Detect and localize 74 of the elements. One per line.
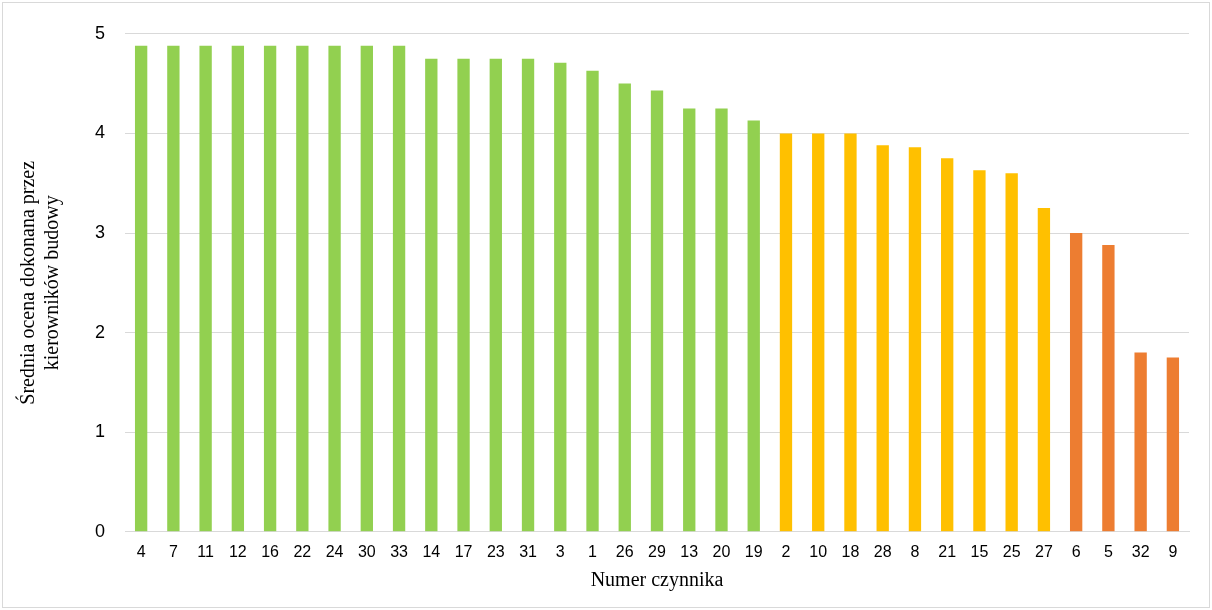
- bar: [876, 145, 889, 532]
- bar: [844, 133, 857, 532]
- bar: [425, 58, 438, 532]
- y-tick-label: 3: [95, 221, 106, 242]
- bar: [392, 45, 406, 532]
- bar: [941, 158, 954, 532]
- bar: [263, 45, 277, 532]
- x-tick-label: 16: [261, 542, 280, 560]
- bar: [1166, 357, 1180, 532]
- x-tick-label: 29: [648, 542, 667, 560]
- bar: [328, 45, 341, 532]
- bar: [683, 108, 696, 532]
- bar: [521, 58, 535, 532]
- bar: [231, 45, 245, 532]
- bar: [618, 83, 631, 532]
- x-tick-label: 25: [1002, 542, 1021, 560]
- bar: [779, 133, 793, 532]
- x-tick-label: 12: [228, 542, 247, 560]
- bar: [1069, 233, 1083, 532]
- y-tick-label: 2: [95, 321, 106, 342]
- x-tick-label: 2: [781, 542, 791, 560]
- x-tick-label: 9: [1168, 542, 1178, 560]
- bar: [167, 45, 180, 532]
- x-tick-label: 1: [588, 542, 598, 560]
- x-tick-label: 21: [938, 542, 957, 560]
- x-tick-label: 6: [1071, 542, 1081, 560]
- x-tick-label: 7: [168, 542, 178, 560]
- bar: [586, 70, 599, 532]
- bar: [715, 108, 728, 532]
- y-tick-label: 5: [95, 22, 106, 43]
- x-tick-label: 13: [680, 542, 699, 560]
- y-tick-label: 1: [95, 421, 106, 442]
- x-tick-label: 28: [873, 542, 892, 560]
- x-tick-label: 10: [809, 542, 828, 560]
- bar: [457, 58, 470, 532]
- x-tick-label: 11: [197, 542, 215, 560]
- x-tick-label: 27: [1035, 542, 1053, 560]
- bar: [1134, 352, 1147, 532]
- bar: [973, 170, 986, 532]
- bar: [812, 133, 825, 532]
- bar: [296, 45, 309, 532]
- y-axis-title: Średnia ocena dokonana przez kierowników budowy: [15, 160, 64, 405]
- y-tick-label: 4: [95, 122, 106, 143]
- x-tick-label: 18: [841, 542, 860, 560]
- y-tick-label: 0: [95, 520, 106, 541]
- x-tick-label: 22: [293, 542, 312, 560]
- bar: [650, 90, 664, 532]
- x-tick-label: 33: [390, 542, 409, 560]
- x-tick-label: 4: [136, 542, 146, 560]
- bar: [489, 58, 502, 532]
- x-tick-label: 8: [910, 542, 920, 560]
- x-tick-label: 5: [1103, 542, 1113, 560]
- bar: [1037, 208, 1051, 532]
- bar: [908, 147, 922, 532]
- x-axis-title: Numer czynnika: [590, 568, 724, 592]
- x-tick-label: 14: [422, 542, 441, 560]
- x-tick-label: 24: [325, 542, 344, 560]
- x-tick-label: 32: [1131, 542, 1150, 560]
- x-tick-label: 23: [486, 542, 505, 560]
- x-tick-label: 17: [454, 542, 473, 560]
- bar: [134, 45, 148, 532]
- x-tick-label: 15: [970, 542, 989, 560]
- bar: [199, 45, 212, 532]
- bar: [747, 120, 760, 532]
- x-tick-label: 19: [744, 542, 763, 560]
- bar: [554, 62, 567, 532]
- x-tick-label: 30: [357, 542, 376, 560]
- bar: [1005, 173, 1018, 532]
- x-tick-label: 26: [615, 542, 634, 560]
- bar: [360, 45, 373, 532]
- bar: [1102, 244, 1115, 532]
- x-tick-label: 3: [555, 542, 565, 560]
- x-tick-label: 31: [519, 542, 538, 560]
- x-tick-label: 20: [712, 542, 731, 560]
